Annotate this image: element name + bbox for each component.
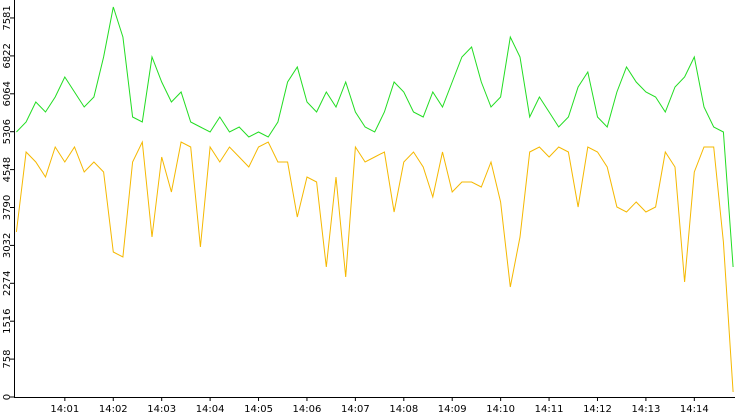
x-tick-label: 14:12 — [583, 404, 612, 415]
x-tick-label: 14:10 — [486, 404, 515, 415]
x-tick-label: 14:05 — [244, 404, 273, 415]
x-tick-label: 14:13 — [631, 404, 660, 415]
x-tick-label: 14:07 — [341, 404, 370, 415]
y-tick-label: 758 — [2, 350, 13, 369]
y-tick-label: 0 — [2, 394, 13, 400]
y-tick-label: 3790 — [2, 195, 13, 220]
y-tick-label: 5306 — [2, 119, 13, 144]
data-line — [16, 6, 734, 268]
x-tick-label: 14:14 — [680, 404, 709, 415]
y-tick-label: 1516 — [2, 308, 13, 333]
y-tick-label: 6822 — [2, 43, 13, 68]
x-tick-label: 14:08 — [389, 404, 418, 415]
x-tick-label: 14:01 — [50, 404, 79, 415]
y-tick-label: 3032 — [2, 233, 13, 258]
x-tick-label: 14:02 — [99, 404, 128, 415]
x-tick-label: 14:03 — [147, 404, 176, 415]
y-tick-label: 4548 — [2, 157, 13, 182]
data-line — [15, 140, 734, 393]
y-tick-label: 6064 — [2, 81, 13, 106]
x-tick-label: 14:11 — [535, 404, 564, 415]
y-tick-label: 7581 — [2, 5, 13, 30]
x-tick-label: 14:06 — [293, 404, 322, 415]
y-tick-label: 2274 — [2, 271, 13, 296]
x-tick-label: 14:04 — [196, 404, 225, 415]
x-tick-label: 14:09 — [438, 404, 467, 415]
